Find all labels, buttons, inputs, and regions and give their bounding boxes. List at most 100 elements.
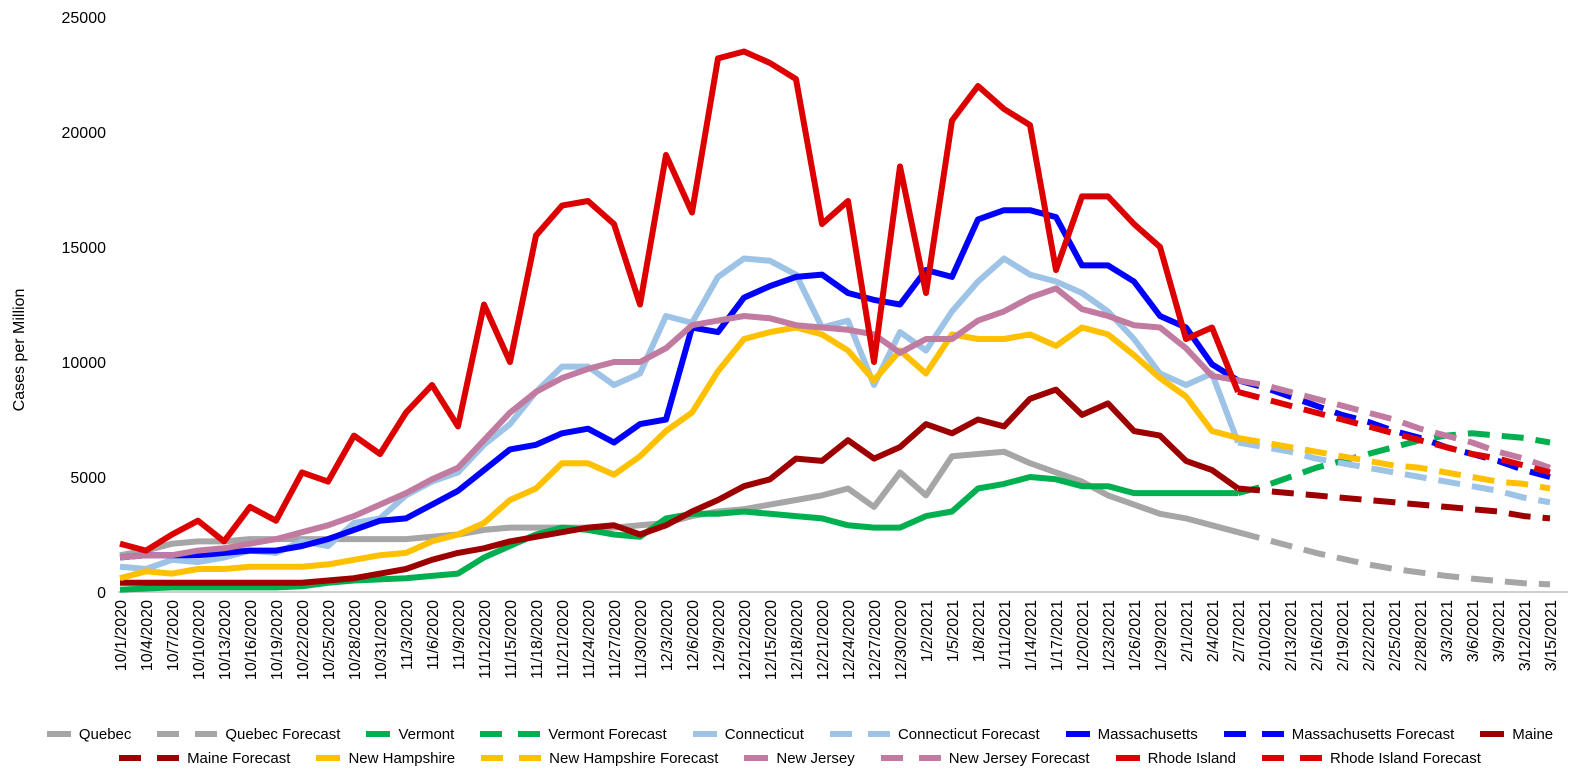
y-tick-label: 5000	[70, 470, 106, 487]
y-tick-label: 0	[97, 585, 106, 602]
x-tick-label: 2/4/2021	[1205, 600, 1222, 662]
legend-item: Rhode Island	[1115, 748, 1236, 768]
legend-swatch	[829, 731, 890, 737]
legend-item: Massachusetts	[1065, 724, 1198, 744]
legend-swatch	[1223, 731, 1284, 737]
legend-swatch	[157, 731, 218, 737]
legend-label: Maine Forecast	[187, 749, 291, 767]
x-tick-label: 11/30/2020	[633, 600, 650, 679]
legend-swatch	[1262, 755, 1322, 761]
legend-swatch	[481, 755, 542, 761]
x-tick-label: 2/28/2021	[1413, 600, 1430, 671]
x-tick-label: 1/14/2021	[1023, 600, 1040, 671]
legend-label: Quebec	[78, 725, 132, 743]
y-tick-label: 20000	[62, 125, 107, 142]
legend-label: Connecticut Forecast	[897, 725, 1040, 743]
legend-label: Vermont Forecast	[548, 725, 667, 743]
x-tick-label: 10/7/2020	[165, 600, 182, 671]
series-line	[1237, 377, 1551, 480]
y-tick-label: 15000	[62, 240, 107, 257]
x-tick-label: 10/31/2020	[373, 600, 390, 680]
series-line	[119, 285, 1239, 561]
x-tick-label: 2/7/2021	[1231, 600, 1248, 662]
x-tick-label: 2/25/2021	[1387, 600, 1404, 671]
x-tick-label: 10/13/2020	[217, 600, 234, 680]
x-tick-label: 2/10/2021	[1257, 600, 1274, 671]
x-tick-label: 12/15/2020	[763, 600, 780, 680]
legend-swatch	[1115, 755, 1140, 761]
x-tick-label: 2/16/2021	[1309, 600, 1326, 671]
legend-swatch	[880, 755, 941, 761]
legend-item: Massachusetts Forecast	[1223, 724, 1455, 744]
y-tick-label: 10000	[62, 355, 107, 372]
x-tick-label: 11/3/2020	[399, 600, 416, 670]
x-tick-label: 2/13/2021	[1283, 600, 1300, 671]
legend-item: Quebec Forecast	[157, 724, 340, 744]
series-line	[1237, 485, 1551, 522]
legend-item: Connecticut Forecast	[829, 724, 1040, 744]
x-tick-label: 12/6/2020	[685, 600, 702, 671]
legend-label: Rhode Island	[1147, 749, 1236, 767]
legend-label: Massachusetts Forecast	[1291, 725, 1455, 743]
x-tick-label: 3/3/2021	[1439, 600, 1456, 662]
x-tick-label: 12/12/2020	[737, 600, 754, 680]
legend-item: New Jersey	[744, 748, 855, 768]
x-tick-label: 11/21/2020	[555, 600, 572, 679]
legend-label: New Jersey Forecast	[948, 749, 1090, 767]
legend-swatch	[46, 731, 71, 737]
y-tick-label: 25000	[62, 10, 107, 27]
x-tick-label: 12/30/2020	[893, 600, 910, 680]
x-tick-label: 11/27/2020	[607, 600, 624, 679]
legend-swatch	[1480, 731, 1505, 737]
legend-item: Connecticut	[692, 724, 804, 744]
series-line	[119, 48, 1241, 554]
x-tick-label: 1/8/2021	[971, 600, 988, 662]
series-line	[120, 386, 1240, 586]
x-tick-label: 2/22/2021	[1361, 600, 1378, 671]
legend-label: New Jersey	[776, 749, 855, 767]
x-tick-label: 12/9/2020	[711, 600, 728, 671]
legend-item: Maine Forecast	[119, 748, 290, 768]
x-tick-label: 1/26/2021	[1127, 600, 1144, 671]
series-line	[119, 324, 1239, 582]
x-tick-label: 12/24/2020	[841, 600, 858, 680]
series-line	[1237, 439, 1551, 506]
x-tick-label: 10/22/2020	[295, 600, 312, 680]
x-tick-label: 10/4/2020	[139, 600, 156, 671]
x-tick-label: 10/10/2020	[191, 600, 208, 680]
x-tick-label: 1/2/2021	[919, 600, 936, 662]
chart: Cases per Million 0 5000 10000 15000 20000 25…	[11, 10, 1568, 680]
legend-label: Quebec Forecast	[225, 725, 341, 743]
x-tick-label: 1/20/2021	[1075, 600, 1092, 671]
legend-swatch	[119, 755, 180, 761]
x-tick-label: 1/11/2021	[997, 600, 1014, 670]
x-tick-label: 2/1/2021	[1179, 600, 1196, 662]
x-tick-label: 3/15/2021	[1543, 600, 1560, 671]
legend-swatch	[744, 755, 769, 761]
legend-label: Massachusetts	[1097, 725, 1198, 743]
x-tick-label: 3/6/2021	[1465, 600, 1482, 662]
x-tick-label: 10/19/2020	[269, 600, 286, 680]
x-tick-label: 12/21/2020	[815, 600, 832, 680]
x-tick-label: 3/12/2021	[1517, 600, 1534, 671]
legend-label: Vermont	[398, 725, 455, 743]
legend-label: Maine	[1512, 725, 1554, 743]
legend-item: Vermont Forecast	[480, 724, 667, 744]
legend-item: New Jersey Forecast	[880, 748, 1090, 768]
x-tick-label: 11/12/2020	[477, 600, 494, 679]
series-line	[1237, 430, 1551, 496]
x-tick-label: 11/24/2020	[581, 600, 598, 679]
legend-item: Quebec	[46, 724, 132, 744]
x-tick-label: 12/27/2020	[867, 600, 884, 680]
legend-item: Maine	[1480, 724, 1553, 744]
x-tick-label: 11/9/2020	[451, 600, 468, 670]
legend-swatch	[366, 731, 391, 737]
x-tick-label: 1/23/2021	[1101, 600, 1118, 671]
x-tick-label: 2/19/2021	[1335, 600, 1352, 671]
legend-label: New Hampshire Forecast	[549, 749, 719, 767]
x-tick-label: 10/28/2020	[347, 600, 364, 680]
series-line	[1237, 529, 1551, 588]
legend-item: New Hampshire	[316, 748, 455, 768]
legend-label: Connecticut	[724, 725, 804, 743]
